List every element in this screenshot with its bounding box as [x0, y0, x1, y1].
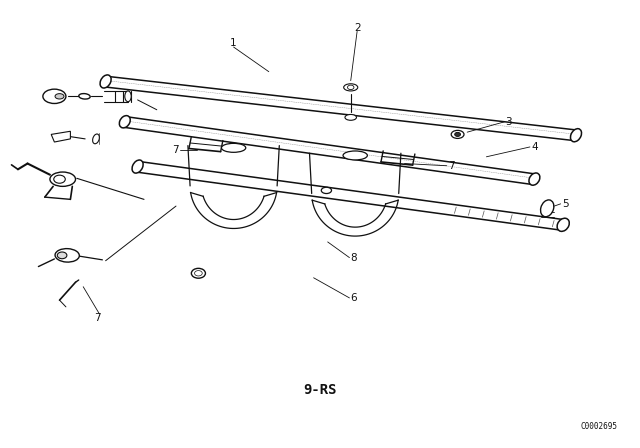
Text: 5: 5 [562, 199, 568, 209]
Text: 3: 3 [506, 117, 512, 127]
Text: 7: 7 [173, 145, 179, 155]
Text: 9-RS: 9-RS [303, 383, 337, 397]
Ellipse shape [93, 134, 99, 144]
Ellipse shape [119, 116, 131, 128]
Polygon shape [51, 131, 70, 142]
Text: 7: 7 [94, 313, 100, 323]
Ellipse shape [100, 75, 111, 88]
Ellipse shape [50, 172, 76, 186]
Ellipse shape [43, 89, 66, 103]
Ellipse shape [344, 84, 358, 91]
Ellipse shape [221, 143, 246, 152]
Text: 2: 2 [354, 23, 360, 33]
Text: 7: 7 [448, 161, 454, 171]
Text: 6: 6 [351, 293, 357, 303]
Ellipse shape [348, 85, 354, 90]
Ellipse shape [557, 218, 570, 231]
Ellipse shape [541, 200, 554, 217]
Ellipse shape [451, 130, 464, 138]
Ellipse shape [529, 173, 540, 185]
Ellipse shape [79, 94, 90, 99]
Ellipse shape [321, 187, 332, 194]
Ellipse shape [125, 91, 131, 102]
Text: 1: 1 [230, 38, 237, 47]
Text: 4: 4 [531, 142, 538, 152]
Ellipse shape [132, 160, 143, 173]
Text: C0002695: C0002695 [580, 422, 618, 431]
Ellipse shape [55, 249, 79, 262]
Ellipse shape [345, 114, 356, 120]
Text: 8: 8 [351, 253, 357, 263]
Ellipse shape [58, 252, 67, 259]
Ellipse shape [54, 175, 65, 183]
Ellipse shape [343, 151, 367, 160]
Ellipse shape [570, 129, 582, 142]
Ellipse shape [195, 271, 202, 276]
Ellipse shape [191, 268, 205, 278]
Ellipse shape [55, 94, 64, 99]
Ellipse shape [454, 133, 461, 136]
